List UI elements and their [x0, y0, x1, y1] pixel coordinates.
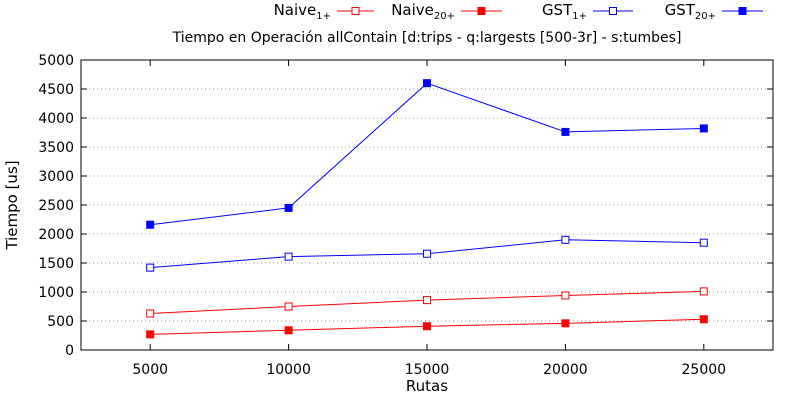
legend-entry: Naive20+ — [391, 1, 502, 22]
data-point — [699, 238, 708, 247]
legend-marker — [609, 7, 617, 15]
x-tick-label: 25000 — [682, 362, 727, 378]
data-point — [699, 315, 708, 324]
data-point — [561, 127, 570, 136]
data-point — [146, 220, 155, 229]
x-tick-label: 20000 — [543, 362, 588, 378]
legend-entry: GST20+ — [665, 1, 763, 22]
data-point — [146, 263, 155, 272]
series-1 — [146, 315, 708, 339]
legend-label: Naive1+ — [274, 1, 331, 22]
legend-label: Naive20+ — [391, 1, 455, 22]
data-point — [146, 309, 155, 318]
series-layer — [146, 79, 708, 339]
legend: Naive1+ Naive20+ GST1+ GST20+ — [274, 1, 763, 22]
data-point — [284, 252, 293, 261]
data-point — [284, 302, 293, 311]
series-2 — [146, 235, 708, 272]
x-tick-label: 10000 — [266, 362, 311, 378]
chart-title: Tiempo en Operación allContain [d:trips … — [172, 30, 682, 46]
y-tick-label: 5000 — [38, 53, 74, 69]
x-axis: 5000 10000 15000 20000 25000 — [132, 60, 726, 378]
y-tick-label: 500 — [47, 314, 74, 330]
data-point — [561, 291, 570, 300]
y-tick-label: 2000 — [38, 227, 74, 243]
y-tick-label: 4000 — [38, 111, 74, 127]
data-point — [423, 249, 431, 258]
y-tick-label: 2500 — [38, 198, 74, 214]
legend-label: GST1+ — [542, 1, 587, 22]
x-tick-label: 5000 — [132, 362, 168, 378]
data-point — [699, 124, 708, 133]
y-tick-label: 0 — [65, 343, 74, 359]
data-point — [284, 203, 293, 212]
y-tick-label: 1500 — [38, 256, 74, 272]
series-0 — [146, 287, 708, 318]
legend-entry: GST1+ — [542, 1, 633, 22]
y-tick-label: 3000 — [38, 169, 74, 185]
y-tick-label: 1000 — [38, 285, 74, 301]
legend-marker — [351, 7, 360, 15]
data-point — [284, 326, 293, 335]
legend-label: GST20+ — [665, 1, 716, 22]
x-axis-label: Rutas — [406, 377, 448, 395]
y-axis: 0 500 1000 1500 2000 2500 3000 3500 4000 4500 5000 — [38, 53, 773, 359]
y-tick-label: 4500 — [38, 82, 74, 98]
data-point — [423, 79, 431, 88]
x-tick-label: 15000 — [405, 362, 450, 378]
data-point — [699, 287, 708, 296]
legend-marker — [738, 7, 747, 15]
legend-entry: Naive1+ — [274, 1, 374, 22]
grid — [81, 88, 773, 322]
data-point — [561, 319, 570, 328]
data-point — [423, 296, 431, 305]
data-point — [146, 330, 155, 339]
y-tick-label: 3500 — [38, 140, 74, 156]
data-point — [561, 235, 570, 244]
series-line — [150, 82, 704, 226]
y-axis-label: Tiempo [us] — [3, 160, 21, 250]
series-3 — [146, 79, 708, 229]
legend-marker — [477, 7, 486, 15]
data-point — [423, 322, 431, 331]
